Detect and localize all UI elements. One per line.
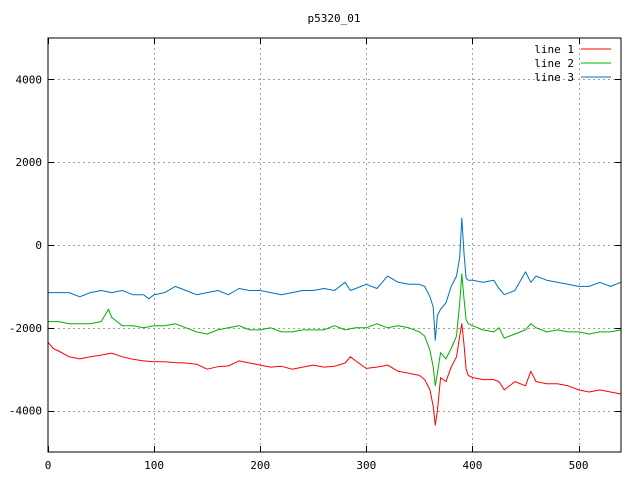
series-group <box>47 217 622 426</box>
grid <box>48 38 621 452</box>
x-tick-label: 500 <box>569 459 589 472</box>
x-tick-label: 300 <box>356 459 376 472</box>
y-tick-label: 2000 <box>16 156 43 169</box>
legend-label: line 3 <box>534 71 574 84</box>
series-line-1 <box>47 323 622 426</box>
x-tick-label: 400 <box>463 459 483 472</box>
series-line-3 <box>48 217 622 341</box>
y-tick-label: 4000 <box>16 73 43 86</box>
axes: 0 100 200 300 400 500 -4000 -2000 0 2000 4000 <box>9 38 621 472</box>
legend-label: line 2 <box>534 57 574 70</box>
legend-label: line 1 <box>534 43 574 56</box>
y-tick-label: 0 <box>35 239 42 252</box>
x-tick-label: 100 <box>144 459 164 472</box>
series-line-2 <box>48 273 622 387</box>
x-tick-label: 0 <box>45 459 52 472</box>
chart-title: p5320_01 <box>308 12 361 25</box>
y-tick-label: -4000 <box>9 405 42 418</box>
x-tick-label: 200 <box>250 459 270 472</box>
y-tick-label: -2000 <box>9 322 42 335</box>
